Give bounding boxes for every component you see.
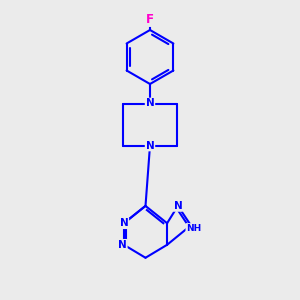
Text: N: N <box>173 201 182 211</box>
Text: N: N <box>118 240 127 250</box>
Text: F: F <box>146 13 154 26</box>
Text: N: N <box>146 140 154 151</box>
Text: N: N <box>146 98 154 109</box>
Text: N: N <box>119 218 128 228</box>
Text: NH: NH <box>186 224 202 233</box>
